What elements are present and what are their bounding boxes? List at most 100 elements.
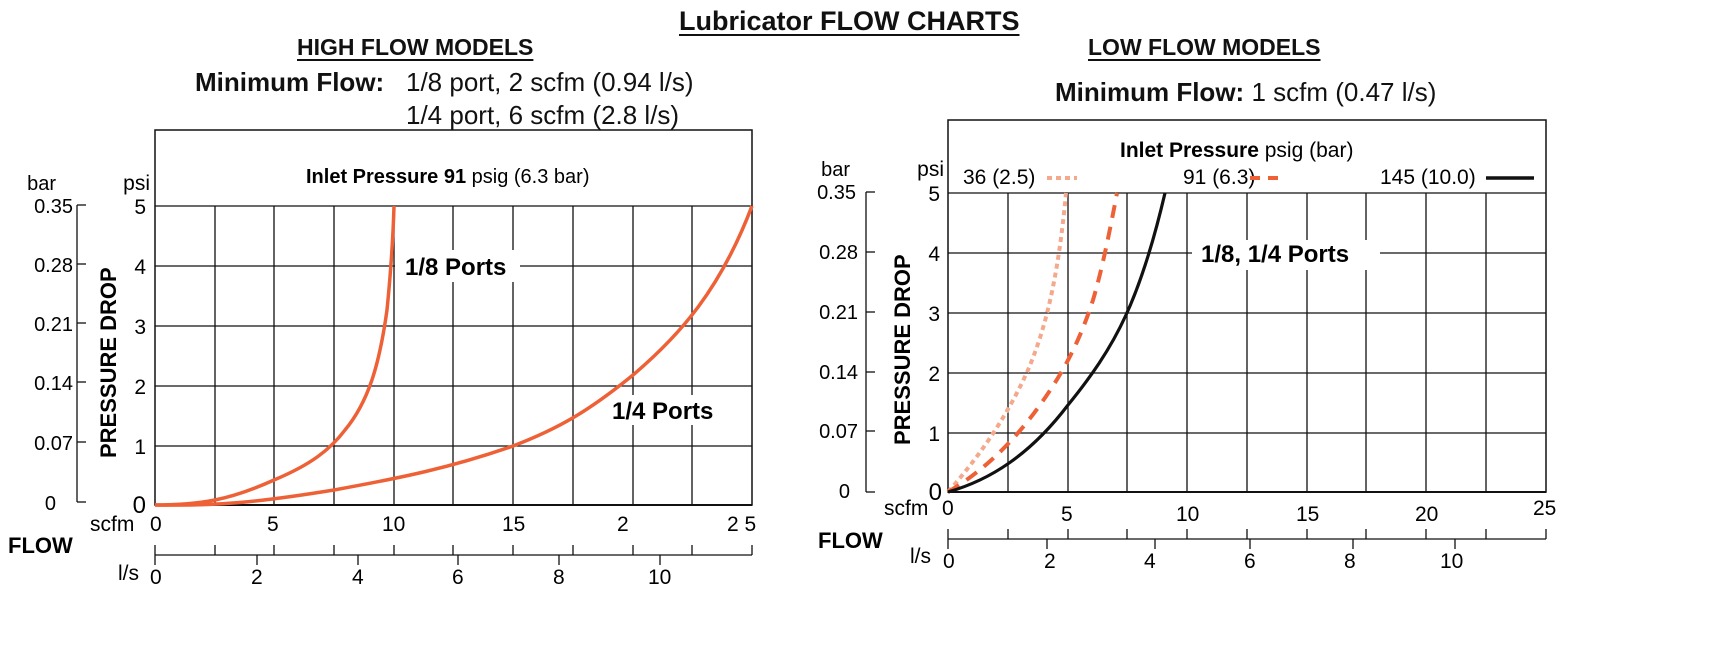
svg-text:8: 8 <box>1344 550 1356 573</box>
svg-text:0: 0 <box>150 566 162 589</box>
label-1-4-ports: 1/4 Ports <box>612 398 713 425</box>
svg-text:psi: psi <box>123 172 150 195</box>
svg-text:10: 10 <box>1176 503 1199 526</box>
page-title: Lubricator FLOW CHARTS <box>679 6 1020 36</box>
svg-text:l/s: l/s <box>118 562 139 585</box>
svg-text:bar: bar <box>27 173 56 195</box>
svg-text:0: 0 <box>929 479 942 506</box>
bar-tick-labels: bar 0.35 0.28 0.21 0.14 0.07 0 <box>817 159 858 503</box>
high-flow-min-flow: Minimum Flow: <box>195 67 384 98</box>
svg-text:4: 4 <box>1144 550 1156 573</box>
svg-text:10: 10 <box>648 566 671 589</box>
high-flow-min-line2: 1/4 port, 6 scfm (2.8 l/s) <box>406 100 680 130</box>
svg-text:0.35: 0.35 <box>34 196 73 218</box>
grid <box>948 192 1546 493</box>
ls-tick-labels: l/s 0 2 4 6 8 10 <box>118 562 671 589</box>
svg-text:0: 0 <box>839 481 850 503</box>
scfm-tick-labels: scfm 0 5 10 15 20 25 <box>884 497 1556 526</box>
svg-text:2: 2 <box>617 513 629 536</box>
curve-1-8-ports <box>154 205 396 507</box>
legend: 36 (2.5) 91 (6.3) 145 (10.0) <box>963 166 1534 189</box>
psi-tick-labels: psi 5 4 3 2 1 0 <box>123 172 150 519</box>
svg-text:1: 1 <box>134 436 146 459</box>
svg-text:2: 2 <box>928 363 940 386</box>
svg-text:scfm: scfm <box>884 497 928 520</box>
min-flow-label: Minimum Flow: <box>1055 77 1245 107</box>
svg-text:0: 0 <box>942 497 954 520</box>
low-flow-heading: LOW FLOW MODELS <box>1088 34 1321 60</box>
svg-text:0.21: 0.21 <box>819 302 858 324</box>
svg-text:0.14: 0.14 <box>819 362 858 384</box>
bar-tick-labels: bar 0.35 0.28 0.21 0.14 0.07 0 <box>27 173 73 515</box>
flow-scale <box>947 529 1547 549</box>
grid <box>155 205 752 506</box>
svg-text:2 5: 2 5 <box>727 513 756 536</box>
bar-axis <box>76 204 86 503</box>
curve-36-psig <box>946 192 1068 494</box>
ls-tick-labels: l/s 0 2 4 6 8 10 <box>910 545 1463 573</box>
svg-text:4: 4 <box>134 256 146 279</box>
svg-text:2: 2 <box>134 376 146 399</box>
svg-text:bar: bar <box>821 159 850 181</box>
svg-text:5: 5 <box>134 196 146 219</box>
svg-text:0.35: 0.35 <box>817 182 856 204</box>
svg-text:0.07: 0.07 <box>819 421 858 443</box>
svg-text:psi: psi <box>917 158 944 181</box>
curve-1-4-ports <box>154 205 754 507</box>
svg-text:0: 0 <box>150 513 162 536</box>
bar-axis <box>865 191 875 493</box>
curve-145-psig <box>947 192 1167 494</box>
high-flow-heading: HIGH FLOW MODELS <box>297 34 534 60</box>
svg-text:6: 6 <box>1244 550 1256 573</box>
svg-text:0: 0 <box>133 492 146 519</box>
svg-text:5: 5 <box>928 183 940 206</box>
svg-text:0.21: 0.21 <box>34 314 73 336</box>
svg-text:25: 25 <box>1533 497 1556 520</box>
label-1-8-ports: 1/8 Ports <box>405 254 506 281</box>
y-axis-title: PRESSURE DROP <box>96 267 121 458</box>
high-flow-min-line1: 1/8 port, 2 scfm (0.94 l/s) <box>406 67 694 97</box>
legend-label-145: 145 (10.0) <box>1380 166 1476 189</box>
svg-text:4: 4 <box>928 243 940 266</box>
y-axis-title: PRESSURE DROP <box>890 254 915 445</box>
svg-text:scfm: scfm <box>90 513 134 536</box>
svg-text:l/s: l/s <box>910 545 931 568</box>
svg-text:6: 6 <box>452 566 464 589</box>
svg-text:0: 0 <box>45 493 56 515</box>
svg-text:5: 5 <box>267 513 279 536</box>
x-axis-title: FLOW <box>818 528 883 553</box>
svg-text:2: 2 <box>1044 550 1056 573</box>
inlet-pressure-label: Inlet Pressure 91 psig (6.3 bar) <box>306 166 589 188</box>
min-flow-label: Minimum Flow: <box>195 67 385 97</box>
min-flow-value: 1 scfm (0.47 l/s) <box>1251 77 1437 107</box>
flow-scale <box>154 545 753 565</box>
svg-text:15: 15 <box>1296 503 1319 526</box>
svg-text:3: 3 <box>134 316 146 339</box>
svg-text:20: 20 <box>1415 503 1438 526</box>
svg-text:4: 4 <box>352 566 364 589</box>
svg-text:5: 5 <box>1061 503 1073 526</box>
svg-text:10: 10 <box>382 513 405 536</box>
svg-text:2: 2 <box>251 566 263 589</box>
svg-text:10: 10 <box>1440 550 1463 573</box>
label-ports: 1/8, 1/4 Ports <box>1201 241 1349 268</box>
high-flow-chart: Inlet Pressure 91 psig (6.3 bar) 1/8 Por… <box>8 129 756 589</box>
x-axis-title: FLOW <box>8 533 73 558</box>
inlet-pressure-title: Inlet Pressure psig (bar) <box>1120 139 1353 162</box>
psi-tick-labels: psi 5 4 3 2 1 0 <box>917 158 944 506</box>
svg-text:8: 8 <box>553 566 565 589</box>
svg-text:3: 3 <box>928 303 940 326</box>
legend-label-36: 36 (2.5) <box>963 166 1035 189</box>
scfm-tick-labels: scfm 0 5 10 15 2 2 5 <box>90 513 756 536</box>
curve-91-psig <box>946 192 1119 494</box>
svg-text:15: 15 <box>502 513 525 536</box>
svg-text:0.14: 0.14 <box>34 373 73 395</box>
low-flow-min-flow: Minimum Flow: 1 scfm (0.47 l/s) <box>1055 77 1436 108</box>
legend-label-91: 91 (6.3) <box>1183 166 1255 189</box>
svg-text:0.28: 0.28 <box>819 242 858 264</box>
svg-text:0.28: 0.28 <box>34 255 73 277</box>
svg-text:0.07: 0.07 <box>34 433 73 455</box>
svg-text:1: 1 <box>928 423 940 446</box>
svg-text:0: 0 <box>943 550 955 573</box>
